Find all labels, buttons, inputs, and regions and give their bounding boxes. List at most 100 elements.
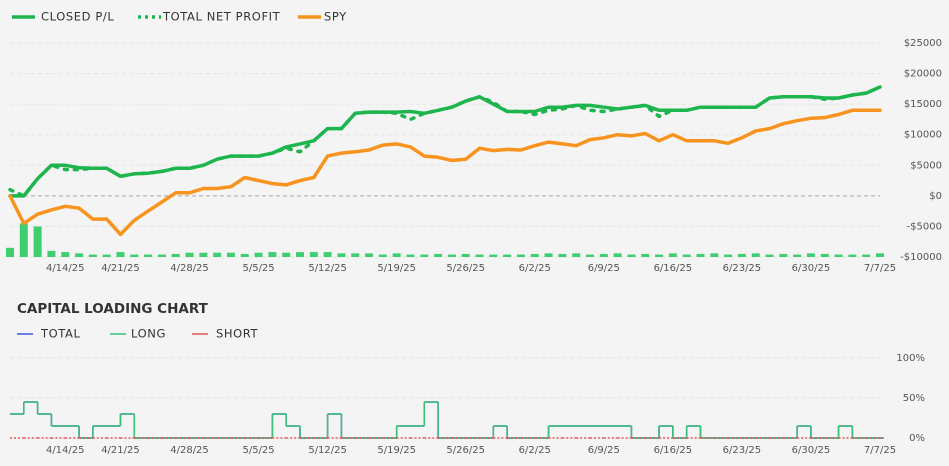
- bar: [185, 252, 194, 257]
- y-tick-label: $5000: [910, 160, 942, 171]
- y-tick-label: -$10000: [900, 252, 942, 263]
- x-tick-label: 4/14/25: [46, 263, 85, 274]
- bar: [240, 253, 249, 257]
- bar: [599, 253, 608, 257]
- x-tick-label: 7/7/25: [864, 263, 896, 274]
- bar: [19, 223, 28, 257]
- y-tick-label: $15000: [904, 99, 942, 110]
- x-tick-label: 5/12/25: [308, 263, 347, 274]
- y-tick-label: $20000: [904, 69, 942, 80]
- bar: [337, 253, 346, 257]
- x-tick-label: 6/23/25: [723, 445, 762, 456]
- y-tick-label: 0%: [909, 433, 925, 444]
- bar: [751, 253, 760, 257]
- x-tick-label: 6/23/25: [723, 263, 762, 274]
- bar: [489, 254, 498, 257]
- bar: [116, 252, 125, 257]
- bar: [434, 253, 443, 257]
- bar: [820, 253, 829, 257]
- bar: [558, 253, 567, 257]
- x-tick-label: 6/16/25: [654, 263, 693, 274]
- bar: [572, 253, 581, 257]
- legend-label: SPY: [324, 10, 347, 24]
- bar: [309, 252, 318, 257]
- y-tick-label: 100%: [896, 353, 925, 364]
- bar: [765, 254, 774, 257]
- x-tick-label: 6/9/25: [588, 263, 620, 274]
- series-line: [8, 108, 882, 237]
- bar: [323, 252, 332, 257]
- x-tick-label: 5/26/25: [446, 263, 485, 274]
- x-tick-label: 4/28/25: [170, 263, 209, 274]
- bar: [282, 252, 291, 257]
- bar: [696, 253, 705, 257]
- x-tick-label: 6/30/25: [792, 263, 831, 274]
- bar: [420, 254, 429, 257]
- series-line: [8, 85, 882, 198]
- bar: [213, 252, 222, 257]
- bar: [848, 254, 857, 257]
- bar: [102, 254, 111, 257]
- bar: [724, 254, 733, 257]
- bar: [710, 253, 719, 257]
- bar: [544, 253, 553, 257]
- series-line: [8, 85, 882, 198]
- x-tick-label: 5/5/25: [242, 445, 274, 456]
- bar: [655, 254, 664, 257]
- bar: [144, 254, 153, 257]
- bar: [254, 252, 263, 257]
- legend-label: TOTAL: [40, 327, 80, 341]
- bar: [88, 254, 97, 257]
- x-tick-label: 6/16/25: [654, 445, 693, 456]
- bar: [447, 254, 456, 257]
- y-tick-label: $0: [929, 191, 942, 202]
- bar: [862, 254, 871, 257]
- x-tick-label: 4/21/25: [101, 263, 140, 274]
- bar: [641, 253, 650, 257]
- bar: [737, 253, 746, 257]
- x-tick-label: 4/28/25: [170, 445, 209, 456]
- x-tick-label: 6/30/25: [792, 445, 831, 456]
- bar: [392, 253, 401, 257]
- x-tick-label: 4/21/25: [101, 445, 140, 456]
- bar: [779, 253, 788, 257]
- y-tick-label: $25000: [904, 38, 942, 49]
- bar: [296, 252, 304, 257]
- bar: [475, 254, 484, 257]
- bar: [75, 253, 84, 257]
- bar: [378, 254, 387, 257]
- bar: [226, 252, 235, 257]
- bar: [33, 226, 42, 257]
- bar: [503, 254, 512, 257]
- bar: [516, 254, 525, 257]
- bar: [406, 254, 415, 257]
- x-tick-label: 5/19/25: [377, 445, 416, 456]
- bar: [199, 252, 208, 257]
- bar: [806, 253, 815, 257]
- bar: [627, 254, 636, 257]
- x-tick-label: 5/5/25: [242, 263, 274, 274]
- bar: [530, 253, 539, 257]
- x-tick-label: 5/26/25: [446, 445, 485, 456]
- bar: [171, 253, 180, 257]
- bar: [793, 254, 802, 257]
- bar: [461, 253, 470, 257]
- y-tick-label: -$5000: [907, 221, 942, 232]
- x-tick-label: 6/2/25: [519, 445, 551, 456]
- bar: [682, 254, 691, 257]
- bar: [668, 253, 677, 257]
- legend-label: TOTAL NET PROFIT: [162, 10, 281, 24]
- bar: [61, 252, 70, 257]
- bar: [130, 254, 139, 257]
- x-tick-label: 5/19/25: [377, 263, 416, 274]
- bar: [613, 253, 622, 257]
- x-tick-label: 5/12/25: [308, 445, 347, 456]
- bar: [586, 254, 594, 257]
- x-tick-label: 6/2/25: [519, 263, 551, 274]
- bar: [6, 247, 14, 257]
- bar: [834, 254, 843, 257]
- bar: [268, 252, 277, 257]
- bar: [365, 253, 374, 257]
